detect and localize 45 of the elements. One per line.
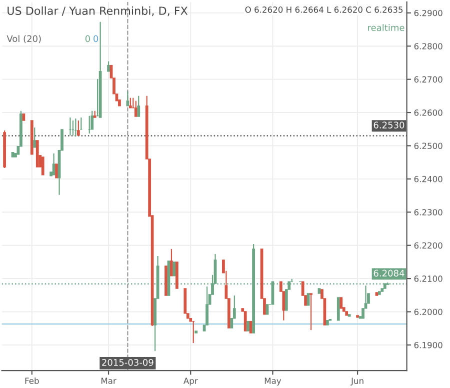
y-tick-label: 6.2800 <box>414 43 442 50</box>
annotation: realtime <box>368 24 404 32</box>
y-tick-label: 6.1900 <box>414 342 442 348</box>
chart-subtitle: O 6.2620 H 6.2664 L 6.2620 C 6.2635 <box>245 6 403 13</box>
candlestick <box>126 90 130 106</box>
candlestick <box>90 110 94 130</box>
candlestick <box>134 100 138 118</box>
candlestick <box>41 156 44 176</box>
annotation: 0 <box>85 35 90 42</box>
candlestick <box>76 120 80 136</box>
ref-line-label: 6.2084 <box>374 270 404 277</box>
y-tick-label: 6.2700 <box>414 76 442 83</box>
x-tick-label: Apr <box>183 378 198 386</box>
ref-line-label: 6.2530 <box>374 122 404 128</box>
y-tick-label: 6.2100 <box>414 276 442 282</box>
candlestick <box>244 310 247 332</box>
annotation: Vol (20) <box>6 35 41 44</box>
y-tick-label: 6.2900 <box>414 10 442 16</box>
y-tick-label: 6.2200 <box>414 242 442 249</box>
candlestick <box>107 60 110 72</box>
x-tick-label: May <box>264 378 282 386</box>
candlestick <box>172 262 176 276</box>
y-tick-label: 6.2000 <box>414 308 442 316</box>
candlestick <box>306 293 310 306</box>
y-tick-label: 6.2500 <box>414 142 442 150</box>
ref-line-label: 2015-03-09 <box>102 359 154 366</box>
y-tick-label: 6.2400 <box>414 176 442 182</box>
x-tick-label: Feb <box>25 377 39 384</box>
candlestick <box>52 152 56 176</box>
candlestick <box>137 95 140 118</box>
candlestick <box>249 321 252 334</box>
x-tick-label: Mar <box>101 378 116 384</box>
candlestick <box>33 126 36 148</box>
candlestick <box>246 321 250 332</box>
y-tick-label: 6.2600 <box>414 110 442 116</box>
candlestick <box>266 304 269 315</box>
x-tick-label: Jun <box>350 378 364 386</box>
candlestick <box>128 97 132 108</box>
candlestick <box>336 297 340 321</box>
candlestick <box>170 248 173 276</box>
candlestick <box>340 297 343 309</box>
annotation: 0 <box>94 35 98 42</box>
y-tick-label: 6.2300 <box>414 209 442 216</box>
candlestick <box>310 292 312 331</box>
chart-title: US Dollar / Yuan Renminbi, D, FX <box>8 6 188 16</box>
